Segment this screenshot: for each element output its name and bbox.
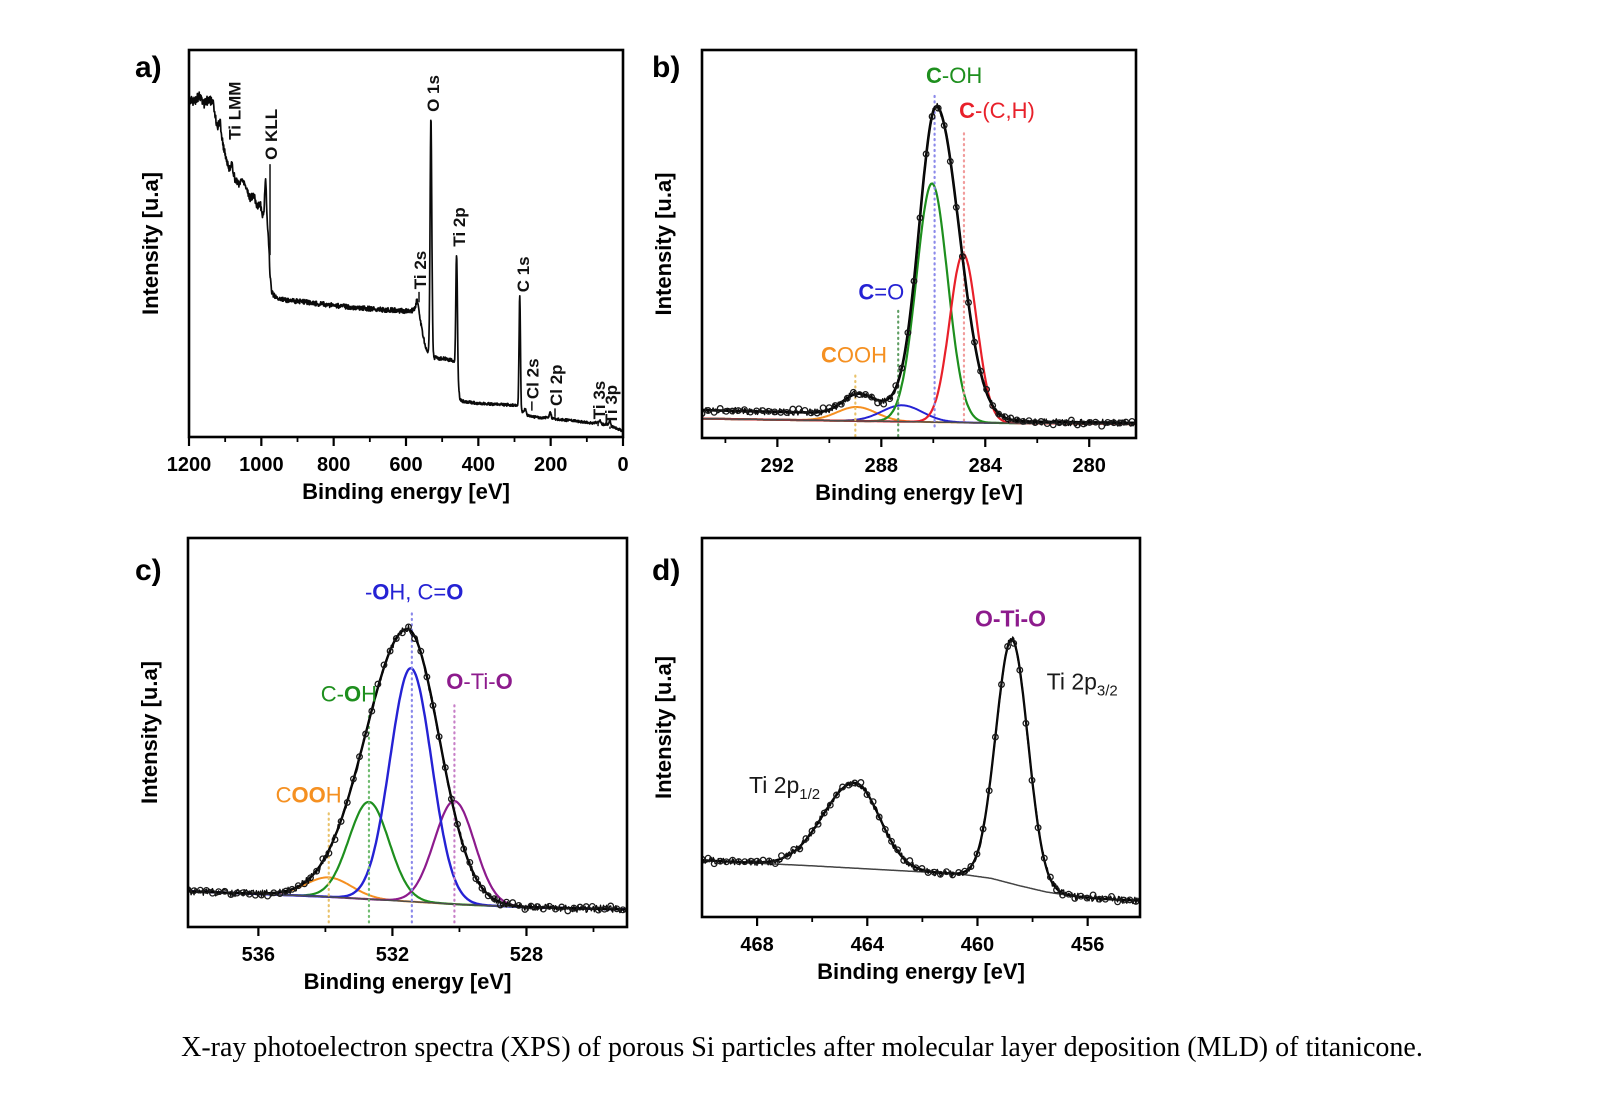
peak-label-ti-3p: Ti 3p: [602, 385, 621, 424]
peak-label: C=O: [858, 279, 904, 304]
panel-letter: d): [652, 554, 680, 587]
peak-marker-lines: [327, 608, 456, 924]
y-axis-title: Intensity [u.a]: [137, 661, 162, 804]
series-fit-envelope: [703, 105, 1135, 425]
figure-caption: X-ray photoelectron spectra (XPS) of por…: [181, 1032, 1423, 1063]
x-tick-label: 460: [961, 934, 994, 956]
plot-frame: [700, 536, 1142, 919]
peak-label-ti-2p: Ti 2p: [450, 207, 469, 246]
series-survey-spectrum: [190, 91, 622, 433]
y-axis-title: Intensity [u.a]: [138, 172, 163, 315]
series-data-points: [189, 623, 626, 915]
peak-label-o-1s: O 1s: [424, 75, 443, 112]
series-c-ch-component: [703, 252, 1135, 426]
x-axis: 468 464 460 456: [740, 917, 1104, 956]
peak-label: O-Ti-O: [446, 669, 512, 694]
peak-label: Ti 2p3/2: [1047, 668, 1118, 699]
peak-label: C-OH: [926, 63, 982, 88]
x-tick-label: 800: [317, 454, 350, 476]
panel-c-o1s-spectrum: 536 532 528 Binding energy [eV] Intensity [u…: [115, 520, 635, 995]
plot-area: [189, 608, 626, 924]
x-tick-label: 292: [761, 455, 794, 477]
peak-label-ti-lmm: Ti LMM: [226, 82, 245, 140]
panel-d-ti2p-spectrum: 468 464 460 456 Binding energy [eV] Intensity…: [630, 520, 1150, 995]
plot-area: [190, 91, 622, 433]
peak-label: COOH: [276, 783, 342, 808]
x-tick-label: 280: [1073, 455, 1106, 477]
x-tick-label: 468: [740, 934, 773, 956]
panel-b-c1s-spectrum: 292 288 284 280 Binding energy [eV] Intensity…: [630, 35, 1150, 505]
peak-label-c-1s: C 1s: [514, 256, 533, 292]
peak-label: -OH, C=O: [365, 580, 463, 605]
x-axis-title: Binding energy [eV]: [815, 480, 1023, 505]
plot-area: [703, 636, 1139, 906]
x-tick-label: 1000: [239, 454, 283, 476]
peak-label-o-kll: O KLL: [262, 109, 281, 160]
peak-label-cl-2p: Cl 2p: [547, 364, 566, 406]
peak-label: C-OH: [321, 682, 377, 707]
series-data-trace: [703, 102, 1135, 427]
plot-frame: [186, 536, 629, 929]
peak-label-cl-2s: Cl 2s: [524, 358, 543, 399]
x-tick-label: 464: [851, 934, 885, 956]
plot-frame: [187, 48, 625, 439]
peak-label-ti-2s: Ti 2s: [411, 251, 430, 289]
x-tick-label: 1200: [167, 454, 212, 476]
series-data-points: [703, 639, 1139, 906]
panel-letter: b): [652, 51, 680, 84]
x-tick-label: 528: [510, 944, 543, 966]
x-axis-title: Binding energy [eV]: [817, 959, 1025, 984]
series-data-trace: [189, 624, 626, 914]
peak-label: C-(C,H): [959, 98, 1035, 123]
x-tick-label: 284: [969, 455, 1003, 477]
panel-c-chart: 536 532 528 Binding energy [eV] Intensity [u…: [135, 536, 629, 994]
panel-d-chart: 468 464 460 456 Binding energy [eV] Intensity…: [651, 536, 1142, 984]
x-tick-label: 536: [242, 944, 275, 966]
x-tick-label: 200: [534, 454, 567, 476]
y-axis-title: Intensity [u.a]: [651, 656, 676, 799]
series-oh-co-component: [189, 666, 626, 911]
panel-a-survey-spectrum: 1200 1000 800 600 400 200 0 Binding energy [eV]…: [115, 35, 630, 505]
x-axis-title: Binding energy [eV]: [302, 479, 510, 504]
x-axis: 536 532 528: [242, 927, 595, 966]
peak-label: Ti 2p1/2: [749, 772, 820, 803]
x-axis-title: Binding energy [eV]: [304, 969, 512, 994]
x-tick-label: 456: [1071, 934, 1104, 956]
panel-letter: c): [135, 554, 162, 587]
peak-label: COOH: [821, 343, 887, 368]
panel-letter: a): [135, 51, 162, 84]
y-axis-title: Intensity [u.a]: [651, 172, 676, 315]
plot-frame: [700, 48, 1138, 440]
peak-label-ti-3s: Ti 3s: [590, 381, 609, 419]
x-tick-label: 0: [617, 454, 628, 476]
x-tick-label: 400: [462, 454, 495, 476]
x-axis: 292 288 284 280: [724, 438, 1106, 477]
peak-label: O-Ti-O: [975, 605, 1046, 631]
panel-a-chart: 1200 1000 800 600 400 200 0 Binding energy [eV]…: [135, 48, 629, 504]
plot-area: [703, 93, 1135, 437]
x-axis: 1200 1000 800 600 400 200 0: [167, 437, 629, 476]
x-tick-label: 532: [376, 944, 409, 966]
x-tick-label: 288: [865, 455, 898, 477]
series-data-points: [703, 104, 1135, 430]
panel-b-chart: 292 288 284 280 Binding energy [eV] Intensity…: [651, 48, 1138, 505]
x-tick-label: 600: [389, 454, 422, 476]
